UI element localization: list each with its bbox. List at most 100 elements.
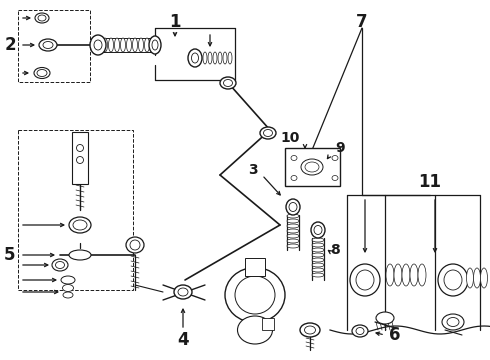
Text: 10: 10 [280,131,300,145]
Ellipse shape [356,328,364,334]
Ellipse shape [301,159,323,175]
Ellipse shape [312,263,324,267]
Ellipse shape [139,38,144,52]
Text: 9: 9 [335,141,345,155]
Ellipse shape [37,69,47,77]
Ellipse shape [418,264,426,286]
Text: 3: 3 [248,163,258,177]
Ellipse shape [76,144,83,152]
Ellipse shape [132,38,138,52]
Ellipse shape [149,36,161,54]
Ellipse shape [34,68,50,78]
Bar [18,130,133,290]
Ellipse shape [442,314,464,330]
Ellipse shape [203,52,207,64]
Ellipse shape [332,176,338,180]
Ellipse shape [287,239,299,243]
Ellipse shape [402,264,410,286]
Ellipse shape [188,49,202,67]
Ellipse shape [286,199,300,215]
Ellipse shape [312,248,324,252]
Ellipse shape [102,38,107,52]
Ellipse shape [304,326,316,334]
Ellipse shape [386,264,394,286]
Ellipse shape [61,276,75,284]
Ellipse shape [473,268,481,288]
Ellipse shape [213,52,217,64]
Text: 4: 4 [177,331,189,349]
Bar [245,258,265,276]
Bar [72,132,88,184]
Ellipse shape [466,268,473,288]
Text: 7: 7 [356,13,368,31]
Ellipse shape [356,270,374,290]
Ellipse shape [43,41,53,49]
Ellipse shape [69,217,91,233]
Ellipse shape [130,240,140,250]
Ellipse shape [376,312,394,324]
Ellipse shape [312,243,324,247]
Ellipse shape [90,35,106,55]
Ellipse shape [287,214,299,218]
Ellipse shape [291,176,297,180]
Ellipse shape [481,268,488,288]
Bar [285,148,340,186]
Ellipse shape [152,40,158,50]
Bar [262,318,274,330]
Ellipse shape [235,276,275,314]
Ellipse shape [311,222,325,238]
Text: 6: 6 [389,326,401,344]
Ellipse shape [350,264,380,296]
Ellipse shape [312,268,324,272]
Ellipse shape [39,39,57,51]
Ellipse shape [314,225,322,234]
Bar [18,10,90,82]
Ellipse shape [312,253,324,257]
Ellipse shape [287,234,299,238]
Ellipse shape [332,156,338,161]
Ellipse shape [238,316,272,344]
Ellipse shape [192,53,198,63]
Ellipse shape [115,38,120,52]
Text: 2: 2 [4,36,16,54]
Ellipse shape [305,162,319,172]
Ellipse shape [76,157,83,163]
Ellipse shape [287,244,299,248]
Ellipse shape [174,285,192,299]
Ellipse shape [447,318,459,327]
Ellipse shape [438,264,468,296]
Ellipse shape [287,219,299,223]
Ellipse shape [312,238,324,242]
Ellipse shape [208,52,212,64]
Ellipse shape [291,156,297,161]
Ellipse shape [121,38,125,52]
Ellipse shape [55,261,65,269]
Text: 5: 5 [3,246,15,264]
Ellipse shape [312,273,324,277]
Ellipse shape [410,264,418,286]
Ellipse shape [300,323,320,337]
Ellipse shape [394,264,402,286]
Ellipse shape [223,80,232,86]
Ellipse shape [108,38,114,52]
Ellipse shape [63,284,74,292]
Ellipse shape [178,288,188,296]
Ellipse shape [312,258,324,262]
Ellipse shape [94,40,102,50]
Ellipse shape [260,127,276,139]
Ellipse shape [287,229,299,233]
Ellipse shape [228,52,232,64]
Ellipse shape [126,237,144,253]
Ellipse shape [225,267,285,323]
Ellipse shape [126,38,131,52]
Ellipse shape [218,52,222,64]
Text: 1: 1 [169,13,181,31]
Text: 8: 8 [330,243,340,257]
Ellipse shape [223,52,227,64]
Ellipse shape [73,220,87,230]
Ellipse shape [287,224,299,228]
Ellipse shape [444,270,462,290]
Ellipse shape [145,38,149,52]
Ellipse shape [264,130,272,136]
Ellipse shape [35,13,49,23]
